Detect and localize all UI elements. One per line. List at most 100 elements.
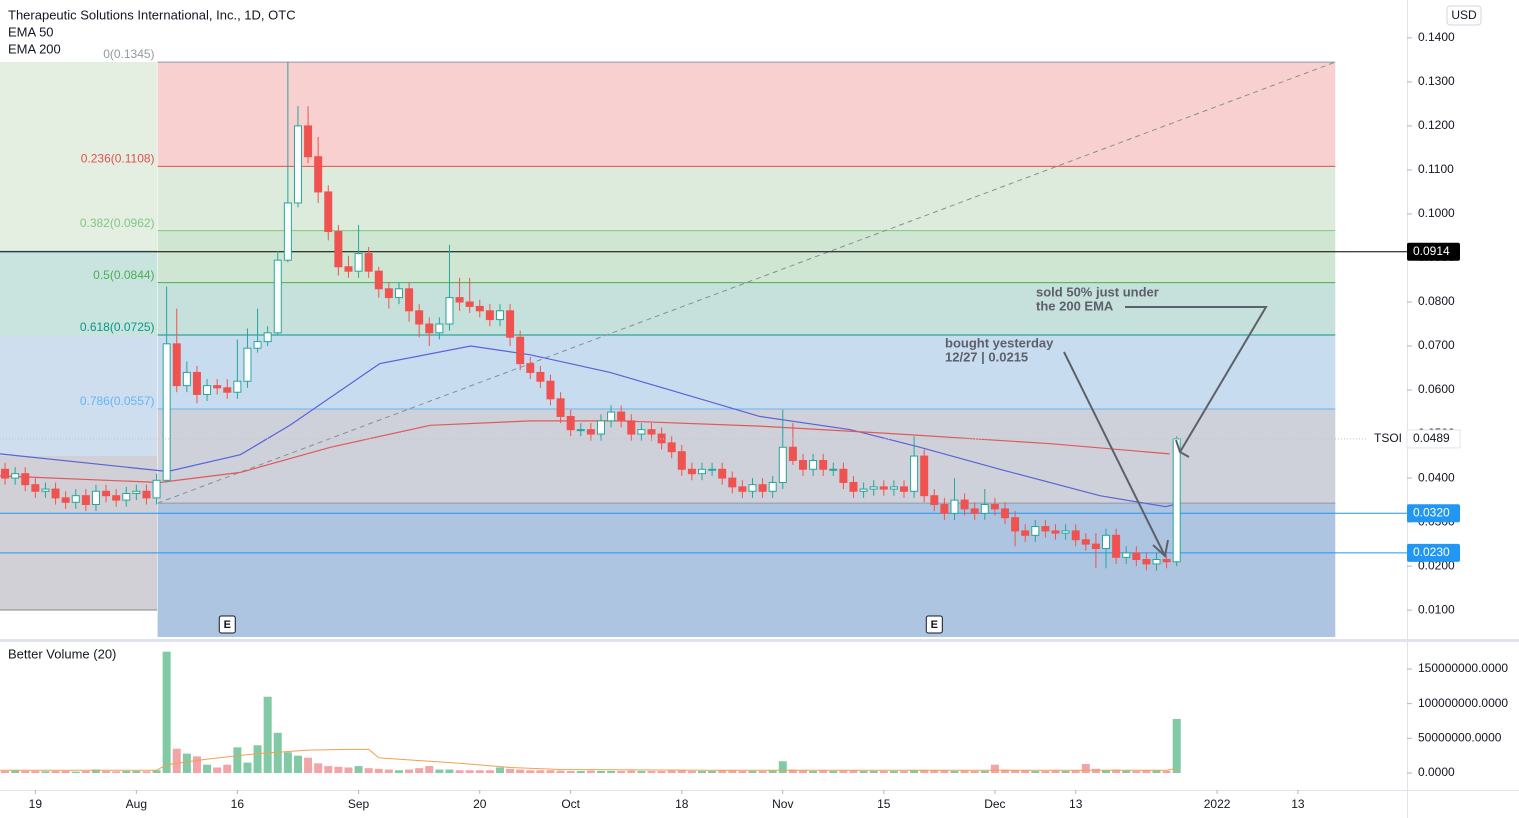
fib-label: 0.382(0.0962) [80,216,155,230]
volume-bar [920,769,929,774]
candle-body [516,336,525,365]
volume-bar [546,770,555,774]
volume-bar [253,745,262,774]
candle-body [506,310,515,338]
arrow [1063,351,1166,557]
candle-body [374,270,383,290]
candle-body [1,468,10,479]
volume-bar [1112,769,1121,774]
volume-bar [405,769,414,774]
volume-bar [728,770,737,774]
candle-body [1122,552,1131,558]
y-tick-label: 0.0100 [1418,602,1455,616]
candle-body [475,305,484,312]
volume-bar [415,768,424,774]
x-tick-label: 13 [1069,797,1083,811]
candle-body [970,508,979,514]
candle-body [1091,543,1100,550]
volume-bar [304,757,313,774]
fib-band [157,282,1336,336]
volume-bar [31,770,40,774]
candle-body [152,479,161,499]
candle-body [586,429,595,435]
candle-body [566,415,575,431]
candle-body [384,288,393,299]
volume-bar [970,770,979,774]
volume-bar [91,769,100,774]
y-tick-label: 0.1400 [1418,30,1455,44]
ema-line [0,420,1170,484]
x-tick-label: 13 [1291,797,1305,811]
volume-bar [223,764,232,774]
volume-bar [122,770,131,774]
volume-bar [788,769,797,774]
candle-body [1031,526,1040,536]
volume-tick-label: 0.0000 [1418,765,1455,779]
volume-bar [1001,769,1009,774]
volume-bar [475,770,484,774]
x-tick-label: 16 [231,797,245,811]
volume-bar [243,762,252,774]
candle-body [1001,508,1009,519]
volume-bar [1122,770,1131,774]
candle-body [112,495,121,501]
currency-box[interactable] [1446,5,1482,26]
volume-bar [162,651,171,774]
volume-bar [869,770,878,774]
candle-body [708,468,717,471]
volume-bar [586,770,595,774]
plot [0,62,1407,571]
candle-body [920,455,929,497]
volume-bar [1162,770,1171,774]
candle-body [697,468,706,475]
fib: 0(0.1345) 0.236(0.1108) 0.382(0.0962) 0.5(0… [80,47,1336,637]
x-tick-label: 20 [473,797,487,811]
candle-body [546,380,555,400]
volume-bar [41,771,50,774]
volume-bar [314,763,323,774]
ema-line [0,345,1175,508]
candle-body [304,125,313,158]
candle-body [637,429,646,435]
candle-body [233,380,242,393]
volume-bar [374,768,383,774]
volume-bar [809,770,818,774]
candle-body [455,297,464,303]
arrow [1125,306,1268,453]
fib-label: 0.786(0.0557) [80,394,155,408]
candle-body [768,481,777,492]
candle-body [556,398,565,417]
candle-body [1132,552,1141,561]
volume-bar [708,770,717,774]
candle-body [364,253,373,272]
volume-bar [425,766,434,774]
volume-bar [829,770,838,774]
volume-bar [1,770,10,774]
volume-bar [1102,770,1111,774]
candle-body [21,473,30,486]
volume-bar [930,770,939,774]
volume-bar [394,770,403,774]
y-tick-label: 0.0600 [1418,382,1455,396]
candle-body [1081,539,1090,545]
volume-bar [233,747,242,774]
volume-bar [607,770,616,774]
candle-body [576,429,585,432]
volume-bar [516,769,525,774]
candle-body [415,310,424,325]
currency: USD [1451,8,1477,22]
candle-body [405,288,414,312]
candle-body [425,323,434,334]
candle-body [647,429,656,435]
candle-body [122,492,131,501]
candle-body [596,420,605,435]
volume-bar [940,770,949,774]
x-tick-label: 19 [29,797,43,811]
legend-entry: EMA 200 [8,41,61,56]
candle-body [465,301,474,307]
candle-body [940,503,949,514]
volume-bar [1051,770,1060,774]
candle-body [819,459,828,470]
candle-body [617,411,626,422]
zone [0,336,157,456]
